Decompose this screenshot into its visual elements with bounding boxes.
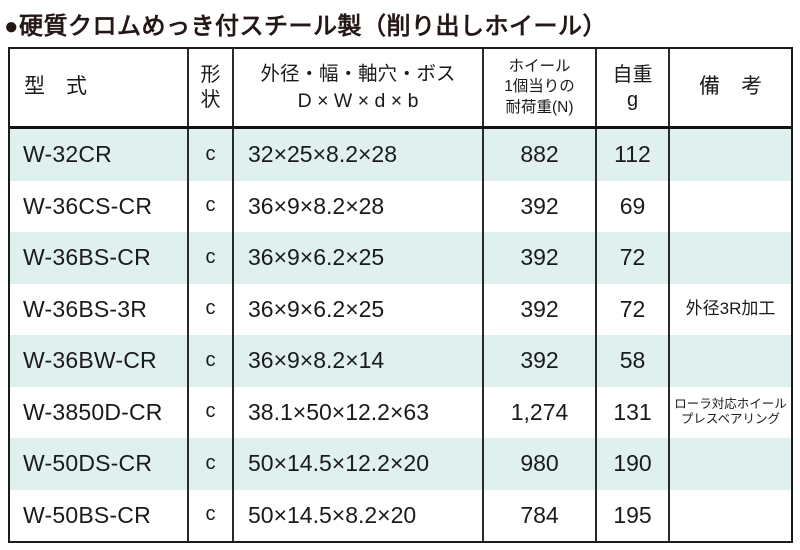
load-cell: 392 bbox=[484, 335, 597, 387]
table-row: W-36BW-CR c 36×9×8.2×14 392 58 bbox=[10, 335, 791, 387]
remark-cell bbox=[670, 129, 791, 181]
shape-cell: c bbox=[189, 283, 234, 335]
shape-cell: c bbox=[189, 386, 234, 438]
shape-cell: c bbox=[189, 438, 234, 490]
load-cell: 784 bbox=[484, 489, 597, 541]
dimensions-cell: 36×9×6.2×25 bbox=[234, 283, 484, 335]
table-row: W-50DS-CR c 50×14.5×12.2×20 980 190 bbox=[10, 438, 791, 490]
table-row: W-3850D-CR c 38.1×50×12.2×63 1,274 131 ロ… bbox=[10, 386, 791, 438]
load-cell: 392 bbox=[484, 232, 597, 284]
shape-cell: c bbox=[189, 180, 234, 232]
load-cell: 882 bbox=[484, 129, 597, 181]
table-header-row: 型 式 形 状 外径・幅・軸穴・ボス D × W × d × b ホイール 1個… bbox=[10, 49, 791, 129]
table-row: W-32CR c 32×25×8.2×28 882 112 bbox=[10, 129, 791, 181]
remark-cell bbox=[670, 335, 791, 387]
weight-cell: 72 bbox=[597, 283, 670, 335]
dimensions-cell: 50×14.5×12.2×20 bbox=[234, 438, 484, 490]
remark-cell: ローラ対応ホイール プレスベアリング bbox=[674, 397, 787, 427]
weight-cell: 69 bbox=[597, 180, 670, 232]
dimensions-cell: 50×14.5×8.2×20 bbox=[234, 489, 484, 541]
table-body: W-32CR c 32×25×8.2×28 882 112 W-36CS-CR … bbox=[10, 129, 791, 541]
model-cell: W-36CS-CR bbox=[10, 180, 189, 232]
shape-cell: c bbox=[189, 129, 234, 181]
section-title: ●硬質クロムめっき付スチール製（削り出しホイール） bbox=[4, 13, 607, 40]
model-cell: W-50BS-CR bbox=[10, 489, 189, 541]
dimensions-cell: 36×9×8.2×28 bbox=[234, 180, 484, 232]
header-weight: 自重 g bbox=[597, 49, 670, 126]
table-row: W-50BS-CR c 50×14.5×8.2×20 784 195 bbox=[10, 489, 791, 542]
remark-cell bbox=[670, 232, 791, 284]
model-cell: W-36BW-CR bbox=[10, 335, 189, 387]
model-cell: W-32CR bbox=[10, 129, 189, 181]
table-row: W-36BS-CR c 36×9×6.2×25 392 72 bbox=[10, 232, 791, 284]
spec-table: 型 式 形 状 外径・幅・軸穴・ボス D × W × d × b ホイール 1個… bbox=[8, 47, 793, 543]
remark-cell bbox=[670, 438, 791, 490]
dimensions-cell: 38.1×50×12.2×63 bbox=[234, 386, 484, 438]
shape-cell: c bbox=[189, 489, 234, 541]
header-remarks: 備 考 bbox=[699, 75, 762, 99]
shape-cell: c bbox=[189, 232, 234, 284]
weight-cell: 131 bbox=[597, 386, 670, 438]
table-row: W-36CS-CR c 36×9×8.2×28 392 69 bbox=[10, 180, 791, 233]
header-shape: 形 状 bbox=[189, 49, 234, 126]
weight-cell: 195 bbox=[597, 489, 670, 541]
table-row: W-36BS-3R c 36×9×6.2×25 392 72 外径3R加工 bbox=[10, 283, 791, 335]
remark-cell bbox=[670, 181, 791, 233]
load-cell: 980 bbox=[484, 438, 597, 490]
header-model: 型 式 bbox=[10, 49, 189, 126]
model-cell: W-36BS-3R bbox=[10, 283, 189, 335]
shape-cell: c bbox=[189, 335, 234, 387]
model-cell: W-50DS-CR bbox=[10, 438, 189, 490]
model-cell: W-3850D-CR bbox=[10, 386, 189, 438]
header-dimensions: 外径・幅・軸穴・ボス D × W × d × b bbox=[234, 49, 484, 126]
weight-cell: 58 bbox=[597, 335, 670, 387]
load-cell: 1,274 bbox=[484, 386, 597, 438]
dimensions-cell: 32×25×8.2×28 bbox=[234, 129, 484, 181]
model-cell: W-36BS-CR bbox=[10, 232, 189, 284]
dimensions-cell: 36×9×8.2×14 bbox=[234, 335, 484, 387]
weight-cell: 72 bbox=[597, 232, 670, 284]
remark-cell: 外径3R加工 bbox=[685, 299, 776, 319]
remark-cell bbox=[670, 490, 791, 542]
header-load-capacity: ホイール 1個当りの 耐荷重(N) bbox=[484, 49, 597, 126]
load-cell: 392 bbox=[484, 283, 597, 335]
load-cell: 392 bbox=[484, 180, 597, 232]
weight-cell: 190 bbox=[597, 438, 670, 490]
weight-cell: 112 bbox=[597, 129, 670, 181]
dimensions-cell: 36×9×6.2×25 bbox=[234, 232, 484, 284]
